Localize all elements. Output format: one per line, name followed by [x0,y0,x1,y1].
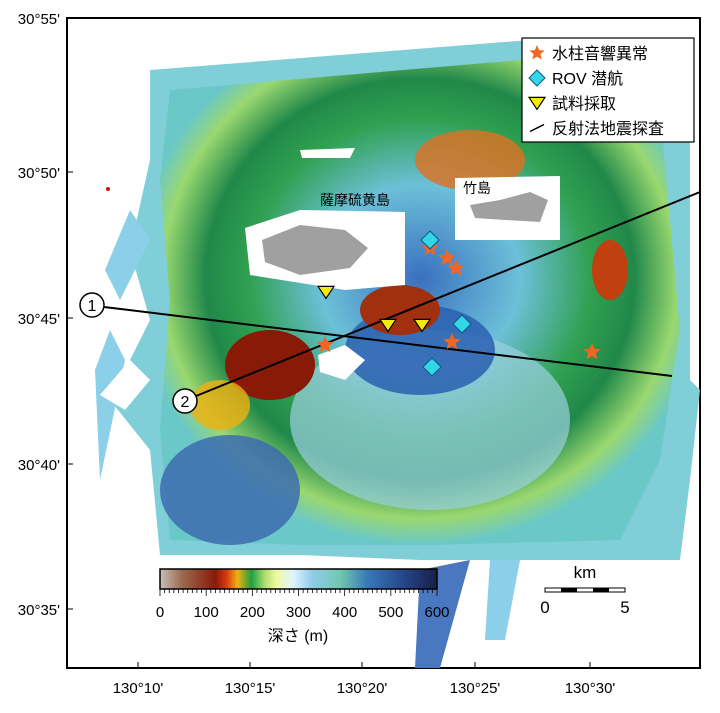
legend-label: 水柱音響異常 [552,45,648,63]
sample-triangle-icon [378,318,398,333]
island-label-takeshima: 竹島 [463,180,491,196]
lon-tick-label: 130°15' [225,680,276,697]
colorbar-label: 深さ (m) [268,627,328,645]
seismic-line-2 [195,191,701,397]
lat-tick-label: 30°50' [18,165,60,182]
line-1-label: 1 [88,298,97,315]
line-1-marker [79,292,105,318]
legend-triangle-down-icon [527,96,547,111]
water-column-anomaly-star-icon [583,343,601,360]
legend-label: ROV 潜航 [552,70,623,88]
markers [316,230,601,377]
colorbar-tick-label: 100 [194,604,219,621]
seismic-lines: 1 2 [79,191,701,414]
seismic-line-1 [103,306,673,377]
rov-dive-diamond-icon [422,357,442,377]
colorbar-tick-label: 0 [156,604,164,621]
red-dot [106,187,110,191]
line-2-label: 2 [181,394,190,411]
colorbar: 0 100 200 300 400 500 600 深さ (m) [156,568,450,645]
island-label-satsuma-iwojima: 薩摩硫黄島 [320,192,390,208]
colorbar-tick-label: 200 [240,604,265,621]
lat-tick-label: 30°40' [18,457,60,474]
scale-unit: km [574,563,597,582]
axes: 30°55'30°50'30°45'30°40'30°35'130°10' 130… [18,11,616,697]
lon-tick-label: 130°10' [113,680,164,697]
legend-diamond-icon [528,69,546,87]
island-satsuma-iwojima [262,225,368,275]
legend-star-icon [529,45,545,60]
water-column-anomaly-star-icon [447,259,465,276]
colorbar-tick-label: 500 [378,604,403,621]
rov-dive-diamond-icon [420,230,440,250]
lon-tick-label: 130°25' [450,680,501,697]
lon-tick-label: 130°20' [337,680,388,697]
water-column-anomaly-star-icon [316,336,334,353]
rov-dive-diamond-icon [452,314,472,334]
bathymetry [95,40,700,668]
water-column-anomaly-star-icon [438,249,456,266]
island-small [318,345,365,380]
scale-tick-0: 0 [540,598,549,617]
lat-tick-label: 30°35' [18,602,60,619]
colorbar-tick-label: 400 [332,604,357,621]
sample-triangle-icon [412,318,432,333]
islands: 薩摩硫黄島 竹島 [100,148,560,410]
scale-bar: km 0 5 [540,563,629,617]
water-column-anomaly-star-icon [443,333,461,350]
line-2-marker [172,388,198,414]
legend-label: 試料採取 [552,95,616,113]
colorbar-gradient [159,568,438,590]
colorbar-tick-label: 300 [286,604,311,621]
legend-line-icon [529,123,545,133]
island-takeshima [470,192,548,222]
lat-tick-label: 30°45' [18,311,60,328]
legend-label: 反射法地震探査 [552,120,664,138]
colorbar-tick-label: 600 [424,604,449,621]
lon-tick-label: 130°30' [565,680,616,697]
sample-triangle-icon [316,285,336,300]
scale-tick-5: 5 [620,598,629,617]
lat-tick-label: 30°55' [18,11,60,28]
